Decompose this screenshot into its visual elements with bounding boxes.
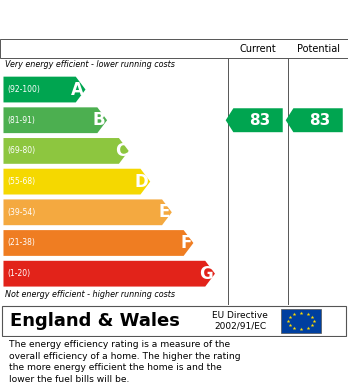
Bar [0,39,348,58]
Text: F: F [180,234,192,252]
Bar [288,39,348,305]
Text: Not energy efficient - higher running costs: Not energy efficient - higher running co… [5,291,175,300]
Text: 83: 83 [249,113,270,128]
Text: E: E [159,203,170,221]
Text: A: A [71,81,84,99]
Polygon shape [3,108,107,133]
Text: (1-20): (1-20) [8,269,31,278]
Polygon shape [3,230,193,256]
Text: (92-100): (92-100) [8,85,40,94]
Text: G: G [199,265,213,283]
Bar [281,309,321,333]
Text: (55-68): (55-68) [8,177,36,186]
Text: Potential: Potential [296,44,340,54]
Text: (21-38): (21-38) [8,239,35,248]
Polygon shape [226,108,283,132]
Text: B: B [93,111,105,129]
Bar [228,39,348,305]
Polygon shape [3,138,129,164]
Polygon shape [3,261,215,287]
Text: Current: Current [240,44,276,54]
Text: (81-91): (81-91) [8,116,35,125]
Polygon shape [286,108,343,132]
Polygon shape [3,77,86,102]
Text: Very energy efficient - lower running costs: Very energy efficient - lower running co… [5,59,175,68]
Polygon shape [3,169,150,194]
Text: Energy Efficiency Rating: Energy Efficiency Rating [9,11,238,29]
Text: D: D [135,172,149,190]
Text: (69-80): (69-80) [8,146,36,155]
Text: England & Wales: England & Wales [10,312,180,330]
Text: 83: 83 [309,113,330,128]
Text: EU Directive
2002/91/EC: EU Directive 2002/91/EC [212,311,268,331]
Text: The energy efficiency rating is a measure of the
overall efficiency of a home. T: The energy efficiency rating is a measur… [9,340,240,384]
Text: (39-54): (39-54) [8,208,36,217]
Polygon shape [3,199,172,225]
Text: C: C [114,142,127,160]
